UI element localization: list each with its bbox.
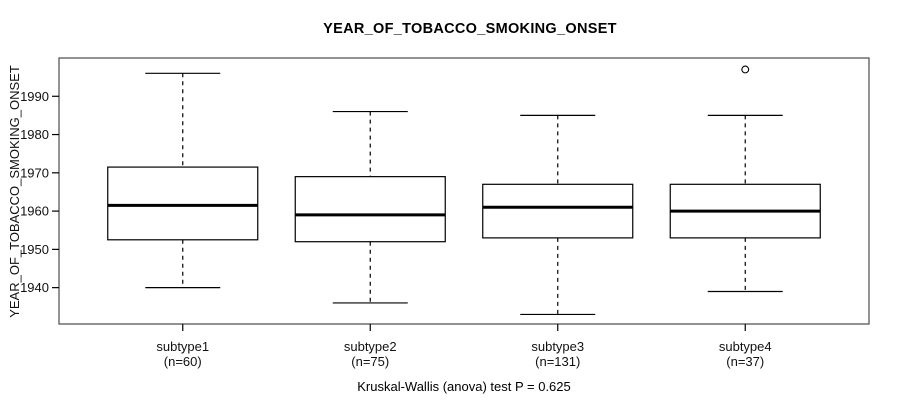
y-tick-label: 1940 [20,280,49,295]
x-group-n-label: (n=75) [351,354,389,369]
x-group-label: subtype1 [156,339,209,354]
iqr-box [107,166,259,241]
y-tick-label: 1950 [20,242,49,257]
plot-frame [58,57,870,325]
y-tick-label: 1990 [20,89,49,104]
iqr-box [482,183,634,239]
y-tick-label: 1960 [20,204,49,219]
x-group-label: subtype2 [344,339,397,354]
stat-test-caption: Kruskal-Wallis (anova) test P = 0.625 [357,379,571,394]
x-group-label: subtype3 [531,339,584,354]
chart-title: YEAR_OF_TOBACCO_SMOKING_ONSET [323,21,617,37]
boxplot-group [482,114,634,316]
iqr-box [294,176,446,243]
y-tick-label: 1980 [20,127,49,142]
boxplot-group [107,72,259,289]
x-group-n-label: (n=131) [535,354,580,369]
outlier-point [741,65,750,74]
x-group-label: subtype4 [719,339,772,354]
x-group-n-label: (n=37) [726,354,764,369]
x-group-n-label: (n=60) [164,354,202,369]
boxplot-group [669,65,821,293]
boxplot-group [294,110,446,304]
y-tick-label: 1970 [20,165,49,180]
